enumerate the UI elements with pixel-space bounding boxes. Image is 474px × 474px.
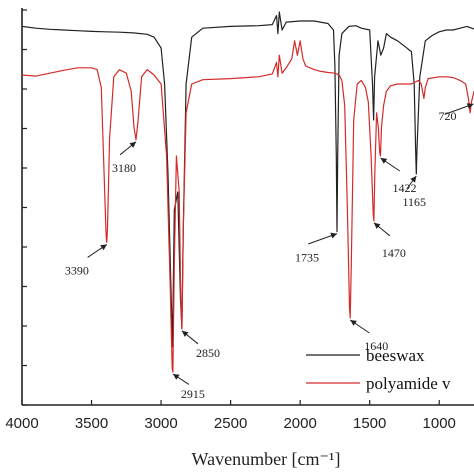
annotation-arrowhead (350, 320, 357, 326)
annotation-label: 1165 (403, 195, 427, 209)
annotation-arrowhead (466, 103, 474, 109)
x-tick-label: 3000 (144, 415, 177, 432)
y-axis-ticks (22, 9, 27, 406)
x-tick-label: 1000 (423, 415, 456, 432)
series-line-beeswax (21, 11, 474, 348)
series-layer (21, 11, 474, 373)
x-tick-label: 2000 (283, 415, 316, 432)
x-tick-label: 4000 (5, 415, 38, 432)
annotation-label: 1422 (393, 181, 417, 195)
annotation-arrowhead (172, 374, 180, 380)
annotation-label: 2850 (196, 346, 220, 360)
legend: beeswax polyamide v (306, 346, 451, 393)
legend-label-polyamide: polyamide v (366, 374, 451, 393)
annotation-arrowhead (380, 158, 388, 164)
legend-label-beeswax: beeswax (366, 346, 425, 365)
annotation-arrowhead (330, 232, 338, 239)
annotation-arrowhead (410, 176, 417, 183)
x-axis-title: Wavenumber [cm⁻¹] (192, 449, 341, 469)
series-line-polyamide (21, 40, 474, 373)
annotation-label: 1735 (295, 251, 319, 265)
x-axis-ticks: 4000 3500 3000 2500 2000 1500 1000 (5, 400, 456, 432)
x-tick-label: 2500 (214, 415, 247, 432)
x-tick-label: 3500 (75, 415, 108, 432)
annotation-label: 1470 (382, 246, 406, 260)
annotation-label: 3180 (112, 161, 136, 175)
plot-area: 4000 3500 3000 2500 2000 1500 1000 3390 3180 291… (5, 8, 474, 432)
annotation-arrowhead (373, 222, 381, 229)
annotation-label: 720 (438, 109, 456, 123)
annotation-arrowhead (129, 141, 137, 148)
annotation-label: 2915 (181, 387, 205, 401)
annotation-arrowhead (100, 244, 107, 251)
annotation-label: 1640 (364, 339, 388, 353)
annotation-arrowhead (181, 330, 189, 337)
x-tick-label: 1500 (353, 415, 386, 432)
annotation-label: 3390 (65, 263, 89, 277)
